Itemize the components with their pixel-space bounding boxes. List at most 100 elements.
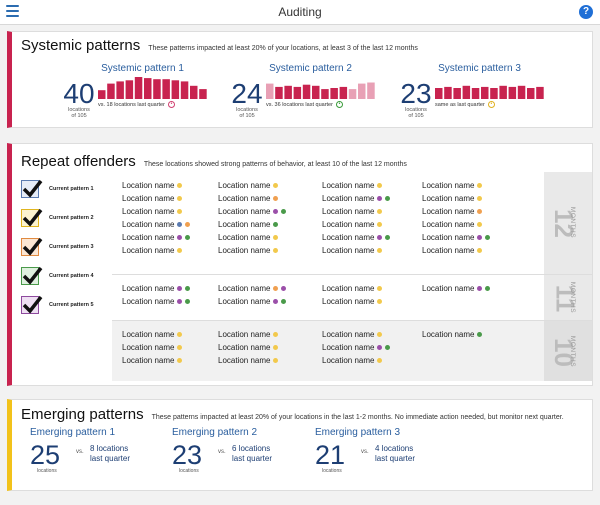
location-name[interactable]: Location name: [322, 233, 375, 242]
emerging-pattern[interactable]: Emerging pattern 2 23 locations vs. 6 lo…: [172, 427, 312, 474]
location-name[interactable]: Location name: [218, 297, 271, 306]
location-name[interactable]: Location name: [422, 330, 475, 339]
location-item[interactable]: Location name: [422, 179, 490, 192]
location-item[interactable]: Location name: [122, 179, 190, 192]
location-item[interactable]: Location name: [122, 282, 191, 295]
pattern-name[interactable]: Systemic pattern 1: [101, 63, 184, 74]
location-item[interactable]: Location name: [422, 192, 490, 205]
location-name[interactable]: Location name: [218, 246, 271, 255]
location-name[interactable]: Location name: [422, 220, 475, 229]
location-item[interactable]: Location name: [122, 354, 183, 367]
systemic-pattern[interactable]: Systemic pattern 1 40 locations of 105 vs…: [60, 63, 225, 119]
location-name[interactable]: Location name: [322, 194, 375, 203]
help-icon[interactable]: ?: [579, 5, 593, 19]
location-name[interactable]: Location name: [122, 220, 175, 229]
location-name[interactable]: Location name: [322, 297, 375, 306]
location-name[interactable]: Location name: [322, 246, 375, 255]
location-item[interactable]: Location name: [218, 205, 287, 218]
location-item[interactable]: Location name: [122, 192, 190, 205]
location-name[interactable]: Location name: [322, 207, 375, 216]
location-name[interactable]: Location name: [122, 284, 175, 293]
location-item[interactable]: Location name: [218, 341, 279, 354]
location-item[interactable]: Location name: [218, 328, 279, 341]
location-name[interactable]: Location name: [322, 343, 375, 352]
location-item[interactable]: Location name: [122, 328, 183, 341]
legend-item[interactable]: Current pattern 5: [21, 290, 94, 319]
location-item[interactable]: Location name: [322, 295, 383, 308]
location-item[interactable]: Location name: [422, 244, 490, 257]
location-item[interactable]: Location name: [122, 295, 191, 308]
location-name[interactable]: Location name: [322, 181, 375, 190]
location-item[interactable]: Location name: [218, 295, 287, 308]
legend-item[interactable]: Current pattern 4: [21, 261, 94, 290]
location-item[interactable]: Location name: [322, 192, 391, 205]
location-name[interactable]: Location name: [322, 330, 375, 339]
location-name[interactable]: Location name: [218, 343, 271, 352]
location-name[interactable]: Location name: [122, 207, 175, 216]
location-item[interactable]: Location name: [218, 244, 286, 257]
pattern-name[interactable]: Systemic pattern 2: [269, 63, 352, 74]
location-name[interactable]: Location name: [322, 220, 375, 229]
location-name[interactable]: Location name: [322, 356, 375, 365]
location-name[interactable]: Location name: [218, 207, 271, 216]
location-name[interactable]: Location name: [422, 194, 475, 203]
location-item[interactable]: Location name: [218, 354, 279, 367]
location-name[interactable]: Location name: [218, 194, 271, 203]
location-item[interactable]: Location name: [122, 231, 191, 244]
location-item[interactable]: Location name: [422, 218, 490, 231]
location-item[interactable]: Location name: [422, 282, 491, 295]
location-item[interactable]: Location name: [322, 282, 383, 295]
pattern-name[interactable]: Emerging pattern 1: [30, 427, 116, 438]
location-name[interactable]: Location name: [422, 207, 475, 216]
location-name[interactable]: Location name: [122, 297, 175, 306]
location-item[interactable]: Location name: [422, 205, 490, 218]
location-name[interactable]: Location name: [422, 284, 475, 293]
location-name[interactable]: Location name: [122, 356, 175, 365]
location-item[interactable]: Location name: [322, 328, 390, 341]
location-name[interactable]: Location name: [322, 284, 375, 293]
location-item[interactable]: Location name: [122, 218, 191, 231]
location-name[interactable]: Location name: [422, 181, 475, 190]
location-name[interactable]: Location name: [122, 233, 175, 242]
legend-item[interactable]: Current pattern 3: [21, 232, 94, 261]
location-item[interactable]: Location name: [322, 354, 390, 367]
location-item[interactable]: Location name: [218, 231, 286, 244]
location-item[interactable]: Location name: [322, 179, 390, 192]
location-item[interactable]: Location name: [218, 218, 286, 231]
location-item[interactable]: Location name: [218, 179, 286, 192]
systemic-pattern[interactable]: Systemic pattern 3 23 locations of 105 sa…: [397, 63, 562, 119]
location-item[interactable]: Location name: [322, 244, 390, 257]
pattern-name[interactable]: Systemic pattern 3: [438, 63, 521, 74]
location-item[interactable]: Location name: [218, 192, 286, 205]
location-item[interactable]: Location name: [122, 205, 190, 218]
systemic-pattern[interactable]: Systemic pattern 2 24 locations of 105 vs…: [228, 63, 393, 119]
emerging-pattern[interactable]: Emerging pattern 3 21 locations vs. 4 lo…: [315, 427, 455, 474]
location-item[interactable]: Location name: [122, 341, 183, 354]
checkbox[interactable]: [21, 179, 43, 198]
location-name[interactable]: Location name: [122, 194, 175, 203]
location-item[interactable]: Location name: [322, 218, 390, 231]
location-item[interactable]: Location name: [322, 231, 391, 244]
location-item[interactable]: Location name: [322, 341, 391, 354]
checkbox[interactable]: [21, 237, 43, 256]
location-name[interactable]: Location name: [122, 246, 175, 255]
location-name[interactable]: Location name: [218, 330, 271, 339]
location-name[interactable]: Location name: [122, 330, 175, 339]
location-name[interactable]: Location name: [218, 181, 271, 190]
location-name[interactable]: Location name: [422, 246, 475, 255]
location-item[interactable]: Location name: [422, 231, 491, 244]
pattern-name[interactable]: Emerging pattern 3: [315, 427, 401, 438]
checkbox[interactable]: [21, 266, 43, 285]
location-item[interactable]: Location name: [122, 244, 190, 257]
location-item[interactable]: Location name: [322, 205, 390, 218]
location-item[interactable]: Location name: [422, 328, 483, 341]
checkbox[interactable]: [21, 295, 43, 314]
location-name[interactable]: Location name: [218, 284, 271, 293]
legend-item[interactable]: Current pattern 1: [21, 174, 94, 203]
checkbox[interactable]: [21, 208, 43, 227]
pattern-name[interactable]: Emerging pattern 2: [172, 427, 258, 438]
location-name[interactable]: Location name: [422, 233, 475, 242]
location-name[interactable]: Location name: [218, 233, 271, 242]
location-item[interactable]: Location name: [218, 282, 287, 295]
location-name[interactable]: Location name: [122, 181, 175, 190]
